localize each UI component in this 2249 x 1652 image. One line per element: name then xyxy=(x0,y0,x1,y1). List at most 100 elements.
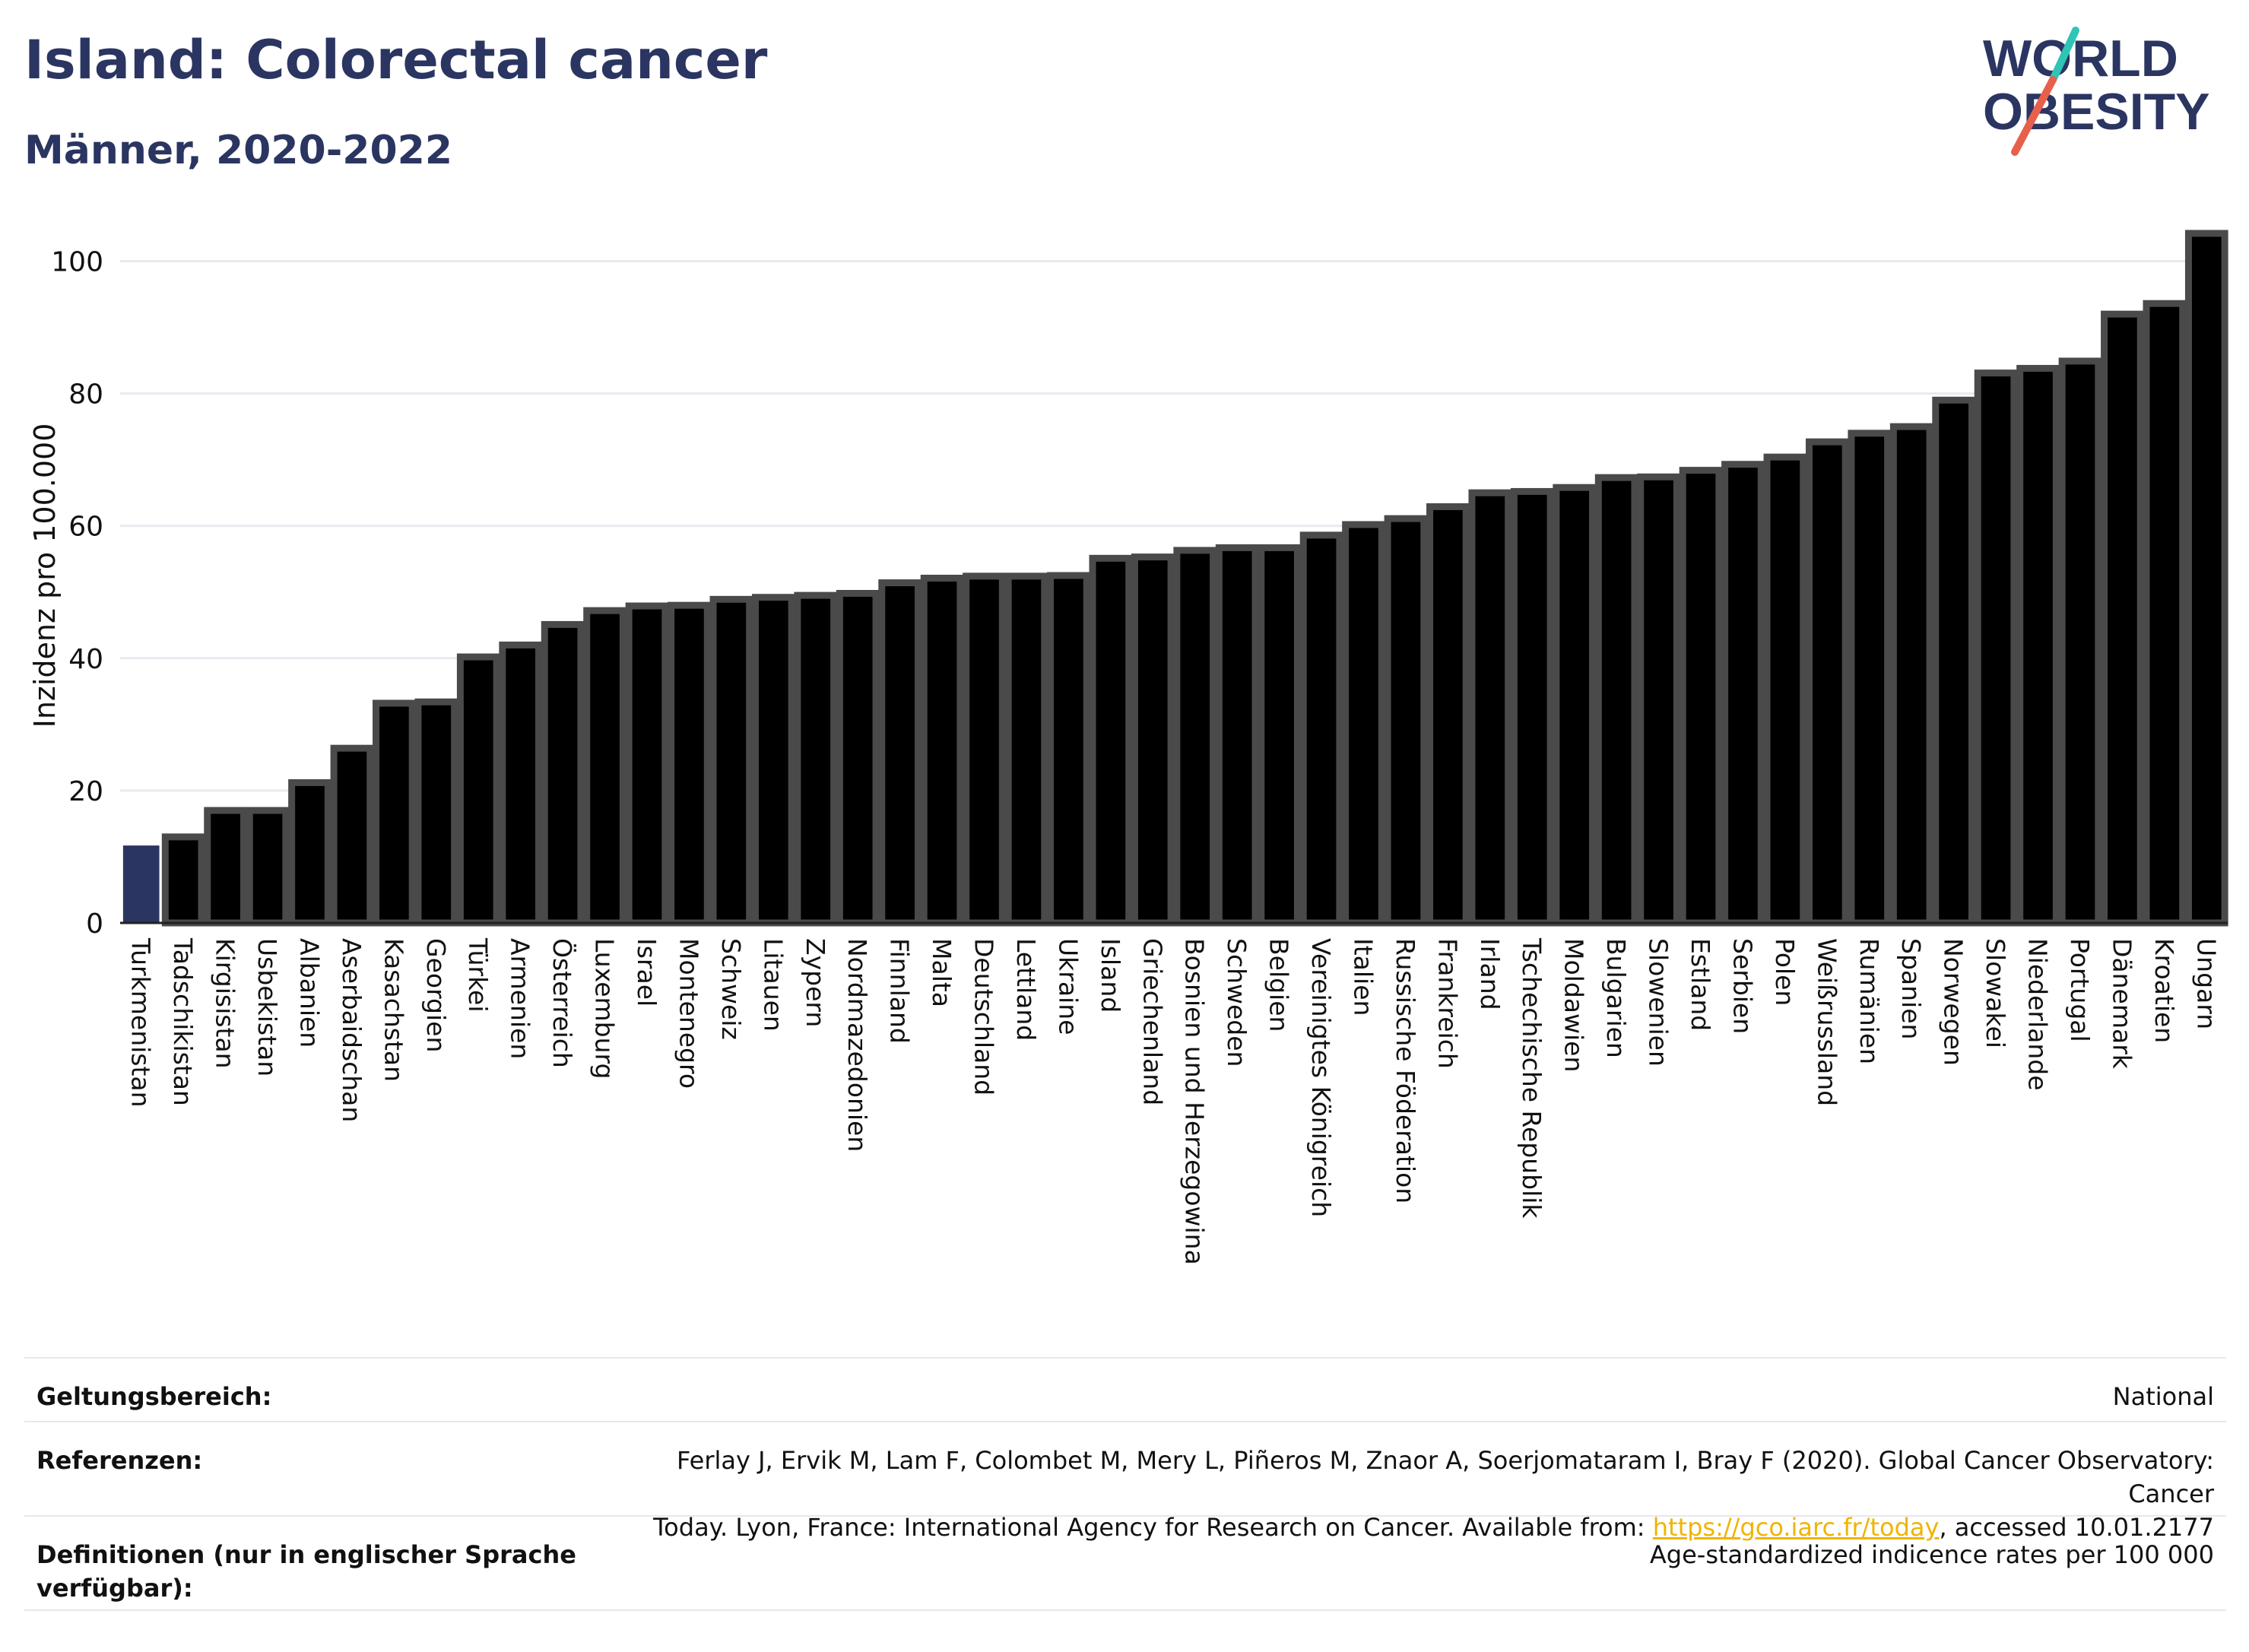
bar xyxy=(1721,461,1765,927)
bar xyxy=(1679,467,1723,927)
y-tick-label: 20 xyxy=(68,776,103,807)
y-axis-label: Inzidenz pro 100.000 xyxy=(28,423,62,728)
bar xyxy=(1848,430,1892,927)
scope-value: National xyxy=(2112,1382,2214,1411)
x-tick-label: Bosnien und Herzegowina xyxy=(1180,938,1210,1265)
x-tick-label: Belgien xyxy=(1264,938,1294,1032)
x-tick-label: Aserbaidschan xyxy=(337,938,366,1122)
x-tick-label: Moldawien xyxy=(1559,938,1589,1072)
meta-row-scope: Geltungsbereich: National xyxy=(24,1359,2226,1422)
x-tick-label: Weißrussland xyxy=(1812,938,1841,1106)
x-tick-label: Polen xyxy=(1770,938,1800,1006)
x-tick-label: Malta xyxy=(927,938,956,1007)
x-tick-label: Island xyxy=(1096,938,1125,1013)
bar xyxy=(1974,369,2018,927)
bar xyxy=(1932,396,1975,927)
bar xyxy=(794,591,838,927)
meta-row-definitions: Definitionen (nur in englischer Sprache … xyxy=(24,1517,2226,1611)
y-tick-label: 60 xyxy=(68,512,103,543)
x-tick-label: Rumänien xyxy=(1854,938,1884,1064)
chart-subtitle: Männer, 2020-2022 xyxy=(24,128,453,173)
logo-line1: WORLD xyxy=(1983,30,2178,87)
x-tick-label: Dänemark xyxy=(2107,938,2136,1070)
x-tick-label: Ukraine xyxy=(1053,938,1083,1035)
x-tick-label: Litauen xyxy=(758,938,788,1032)
x-tick-label: Frankreich xyxy=(1432,938,1462,1069)
bar xyxy=(1384,515,1428,927)
bar xyxy=(330,744,374,927)
bar xyxy=(1342,521,1385,927)
bar xyxy=(1047,572,1090,927)
bar xyxy=(878,579,921,927)
x-tick-label: Estland xyxy=(1686,938,1715,1031)
bar xyxy=(1215,544,1259,927)
bar xyxy=(1553,484,1597,927)
y-tick-label: 0 xyxy=(86,908,103,940)
x-tick-label: Albanien xyxy=(294,938,324,1048)
bar xyxy=(246,807,290,927)
x-tick-label: Schweiz xyxy=(716,938,746,1040)
x-tick-label: Kasachstan xyxy=(379,938,408,1082)
bar xyxy=(963,572,1006,927)
bar xyxy=(1510,487,1554,927)
bar xyxy=(456,653,500,927)
bar xyxy=(1089,554,1133,927)
bar xyxy=(583,607,626,927)
bar xyxy=(1805,438,1849,927)
bar xyxy=(709,595,753,927)
x-tick-label: Zypern xyxy=(801,938,830,1027)
x-tick-label: Finnland xyxy=(885,938,915,1044)
x-tick-label: Kirgisistan xyxy=(211,938,240,1069)
world-obesity-logo: WORLD OBESITY xyxy=(1983,27,2210,156)
scope-label: Geltungsbereich: xyxy=(36,1382,272,1411)
logo-line2: OBESITY xyxy=(1983,83,2210,141)
x-tick-label: Georgien xyxy=(421,938,451,1052)
bar xyxy=(2101,310,2144,927)
bar xyxy=(1258,544,1301,927)
bar xyxy=(1468,489,1512,927)
bar xyxy=(1889,423,1933,927)
bar xyxy=(1299,531,1343,927)
x-tick-label: Russische Föderation xyxy=(1391,938,1420,1203)
bar xyxy=(161,833,205,927)
bar xyxy=(122,845,160,923)
x-tick-label: Irland xyxy=(1475,938,1505,1010)
bar xyxy=(414,698,458,927)
bar xyxy=(2184,230,2228,927)
references-text-line1: Ferlay J, Ervik M, Lam F, Colombet M, Me… xyxy=(677,1446,2214,1508)
references-value: Ferlay J, Ervik M, Lam F, Colombet M, Me… xyxy=(602,1444,2214,1544)
bar xyxy=(1637,473,1680,927)
x-tick-label: Tschechische Republik xyxy=(1517,937,1546,1219)
meta-row-references: Referenzen: Ferlay J, Ervik M, Lam F, Co… xyxy=(24,1422,2226,1542)
bar xyxy=(373,699,416,927)
bar xyxy=(204,807,247,927)
bar xyxy=(668,601,711,927)
x-tick-label: Serbien xyxy=(1727,938,1757,1034)
x-tick-label: Deutschland xyxy=(969,938,999,1096)
bar xyxy=(1173,547,1217,927)
x-tick-label: Turkmenistan xyxy=(126,937,156,1108)
bar xyxy=(836,590,880,927)
bar xyxy=(1004,572,1048,927)
x-tick-label: Nordmazedonien xyxy=(842,938,872,1152)
x-tick-label: Vereinigtes Königreich xyxy=(1306,938,1336,1217)
x-tick-label: Österreich xyxy=(547,938,578,1068)
x-tick-label: Slowenien xyxy=(1644,938,1673,1067)
bar xyxy=(1131,553,1175,927)
bar xyxy=(2058,357,2102,927)
x-tick-label: Schweden xyxy=(1222,938,1251,1067)
x-tick-label: Luxemburg xyxy=(590,938,620,1079)
references-link[interactable]: https://gco.iarc.fr/today xyxy=(1652,1513,1940,1542)
references-label: Referenzen: xyxy=(36,1446,203,1475)
y-tick-label: 40 xyxy=(68,644,103,675)
x-tick-label: Niederlande xyxy=(2023,938,2053,1091)
x-tick-label: Israel xyxy=(632,938,661,1007)
definitions-value: Age-standardized indicence rates per 100… xyxy=(1649,1540,2214,1569)
x-tick-label: Tadschikistan xyxy=(168,937,198,1106)
bar xyxy=(2143,300,2187,927)
x-tick-label: Usbekistan xyxy=(252,938,282,1076)
bar xyxy=(2016,365,2060,927)
definitions-label: Definitionen (nur in englischer Sprache … xyxy=(36,1540,576,1603)
bar xyxy=(1763,453,1807,927)
x-tick-label: Ungarn xyxy=(2191,938,2221,1029)
